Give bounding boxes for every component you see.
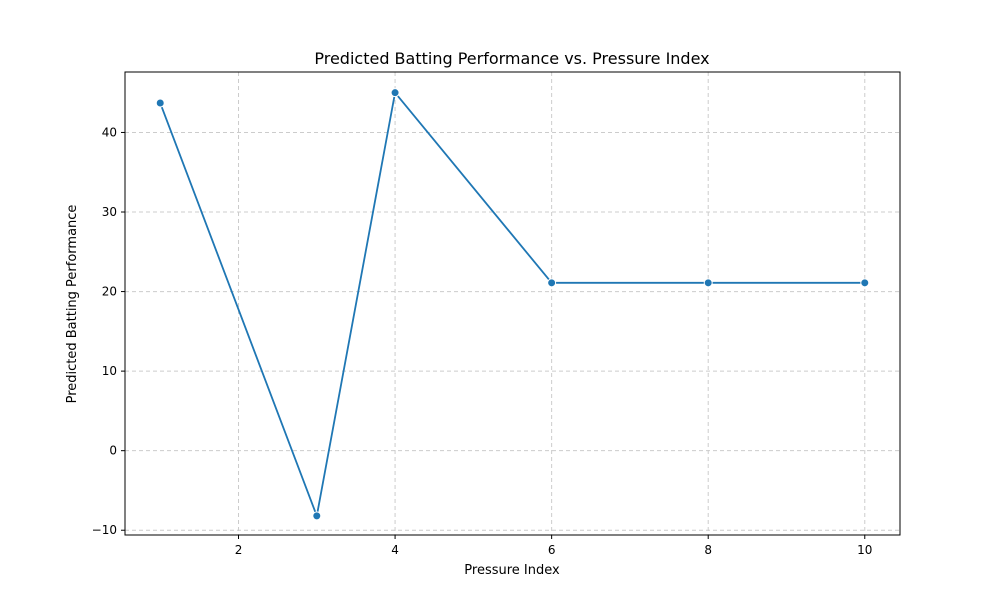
y-tick-label: 40 bbox=[102, 125, 117, 139]
series-layer bbox=[155, 88, 870, 521]
y-tick-label: 30 bbox=[102, 205, 117, 219]
x-tick-label: 2 bbox=[235, 543, 243, 557]
data-point bbox=[703, 278, 713, 288]
x-tick-label: 8 bbox=[704, 543, 712, 557]
data-point bbox=[312, 511, 322, 521]
x-axis-label: Pressure Index bbox=[464, 563, 560, 578]
y-tick-label: −10 bbox=[92, 523, 117, 537]
x-tick-label: 6 bbox=[548, 543, 556, 557]
series-line bbox=[159, 91, 865, 517]
chart-title: Predicted Batting Performance vs. Pressu… bbox=[314, 49, 709, 68]
data-point bbox=[860, 278, 870, 288]
grid-lines bbox=[125, 72, 900, 535]
data-point bbox=[547, 278, 557, 288]
y-axis-ticks: −10 0 10 20 30 40 bbox=[92, 125, 125, 537]
y-axis-label: Predicted Batting Performance bbox=[65, 205, 80, 404]
x-axis-ticks: 2 4 6 8 10 bbox=[235, 535, 872, 557]
x-tick-label: 10 bbox=[857, 543, 872, 557]
x-tick-label: 4 bbox=[391, 543, 399, 557]
data-point bbox=[155, 98, 165, 108]
plot-area-frame bbox=[124, 71, 901, 536]
y-tick-label: 0 bbox=[109, 444, 117, 458]
data-point bbox=[390, 88, 400, 98]
y-tick-label: 20 bbox=[102, 285, 117, 299]
y-tick-label: 10 bbox=[102, 364, 117, 378]
